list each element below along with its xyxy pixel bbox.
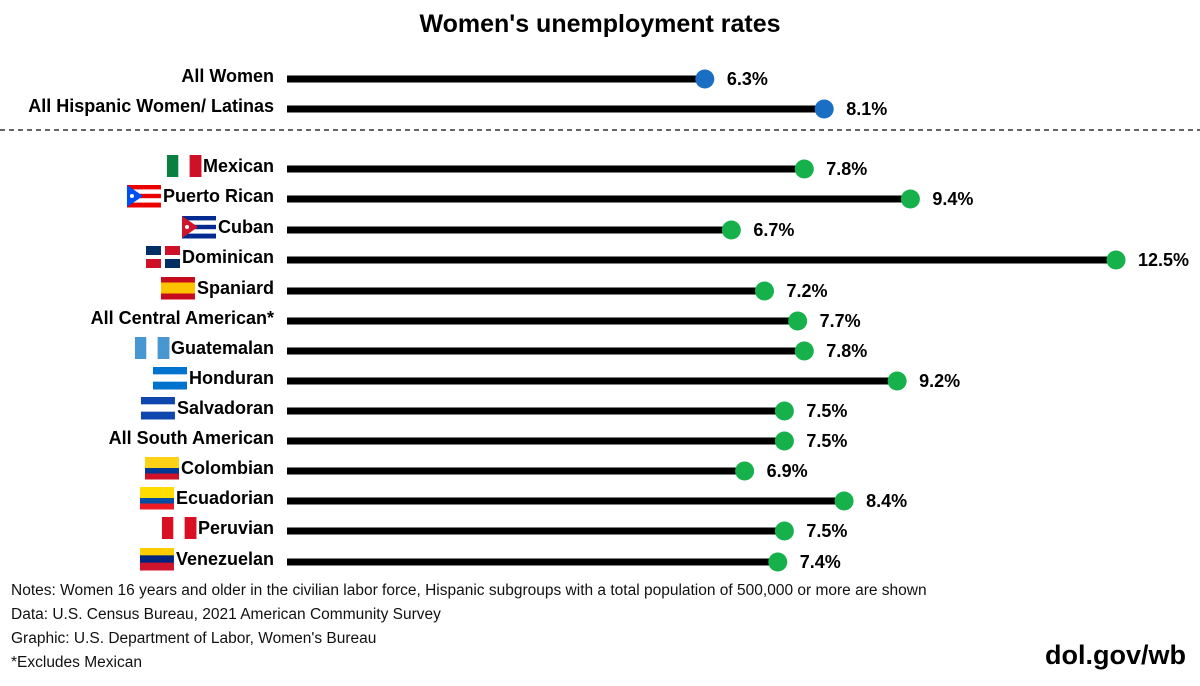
category-label: All Hispanic Women/ Latinas (28, 96, 274, 116)
data-label: 6.7% (753, 220, 794, 240)
category-label: Spaniard (197, 278, 274, 298)
data-label: 7.4% (800, 552, 841, 572)
category-label: Ecuadorian (176, 488, 274, 508)
data-label: 8.4% (866, 491, 907, 511)
category-label: All Women (181, 66, 274, 86)
data-point (774, 431, 794, 451)
data-label: 9.4% (932, 189, 973, 209)
data-point (788, 311, 808, 331)
data-point (768, 552, 788, 572)
category-label: Dominican (182, 247, 274, 267)
ecuador-flag-icon (139, 487, 174, 510)
category-label: Cuban (218, 217, 274, 237)
data-source: Data: U.S. Census Bureau, 2021 American … (11, 606, 441, 623)
brand-link[interactable]: dol.gov/wb (1045, 640, 1186, 670)
data-label: 7.5% (806, 401, 847, 421)
category-label: All South American (109, 428, 274, 448)
data-point (721, 220, 741, 240)
data-point (834, 491, 854, 511)
data-point (774, 401, 794, 421)
data-label: 6.3% (727, 69, 768, 89)
peru-flag-icon (161, 517, 197, 539)
data-label: 9.2% (919, 371, 960, 391)
data-label: 7.8% (826, 341, 867, 361)
category-label: Honduran (189, 368, 274, 388)
data-label: 8.1% (846, 99, 887, 119)
cuba-flag-icon (182, 216, 216, 239)
colombia-flag-icon (145, 457, 179, 480)
data-label: 7.8% (826, 159, 867, 179)
category-label: Venezuelan (176, 549, 274, 569)
footnote: *Excludes Mexican (11, 654, 142, 671)
data-label: 7.5% (806, 521, 847, 541)
data-label: 6.9% (767, 461, 808, 481)
chart-title: Women's unemployment rates (419, 10, 780, 38)
category-label: Peruvian (198, 518, 274, 538)
el-salvador-flag-icon (140, 397, 175, 420)
data-label: 7.2% (787, 281, 828, 301)
mexico-flag-icon (166, 155, 202, 177)
category-label: Mexican (203, 156, 274, 176)
category-label: Colombian (181, 458, 274, 478)
data-point (887, 371, 907, 391)
graphic-credit: Graphic: U.S. Department of Labor, Women… (11, 630, 377, 647)
dominican-republic-flag-icon (145, 246, 180, 268)
data-point (794, 341, 814, 361)
venezuela-flag-icon (139, 548, 174, 571)
guatemala-flag-icon (134, 337, 170, 359)
data-label: 7.5% (806, 431, 847, 451)
category-label: Salvadoran (177, 398, 274, 418)
data-point (735, 461, 755, 481)
data-label: 12.5% (1138, 250, 1189, 270)
data-point (794, 159, 814, 179)
data-label: 7.7% (820, 311, 861, 331)
honduras-flag-icon (153, 367, 187, 390)
data-point (1106, 250, 1126, 270)
spain-flag-icon (160, 277, 195, 300)
data-point (814, 99, 834, 119)
data-point (900, 189, 920, 209)
note-line: Notes: Women 16 years and older in the c… (11, 582, 927, 599)
data-point (774, 521, 794, 541)
category-label: Puerto Rican (163, 186, 274, 206)
category-label: Guatemalan (171, 338, 274, 358)
data-point (755, 281, 775, 301)
data-point (695, 69, 715, 89)
puerto-rico-flag-icon (126, 185, 161, 208)
category-label: All Central American* (91, 308, 274, 328)
